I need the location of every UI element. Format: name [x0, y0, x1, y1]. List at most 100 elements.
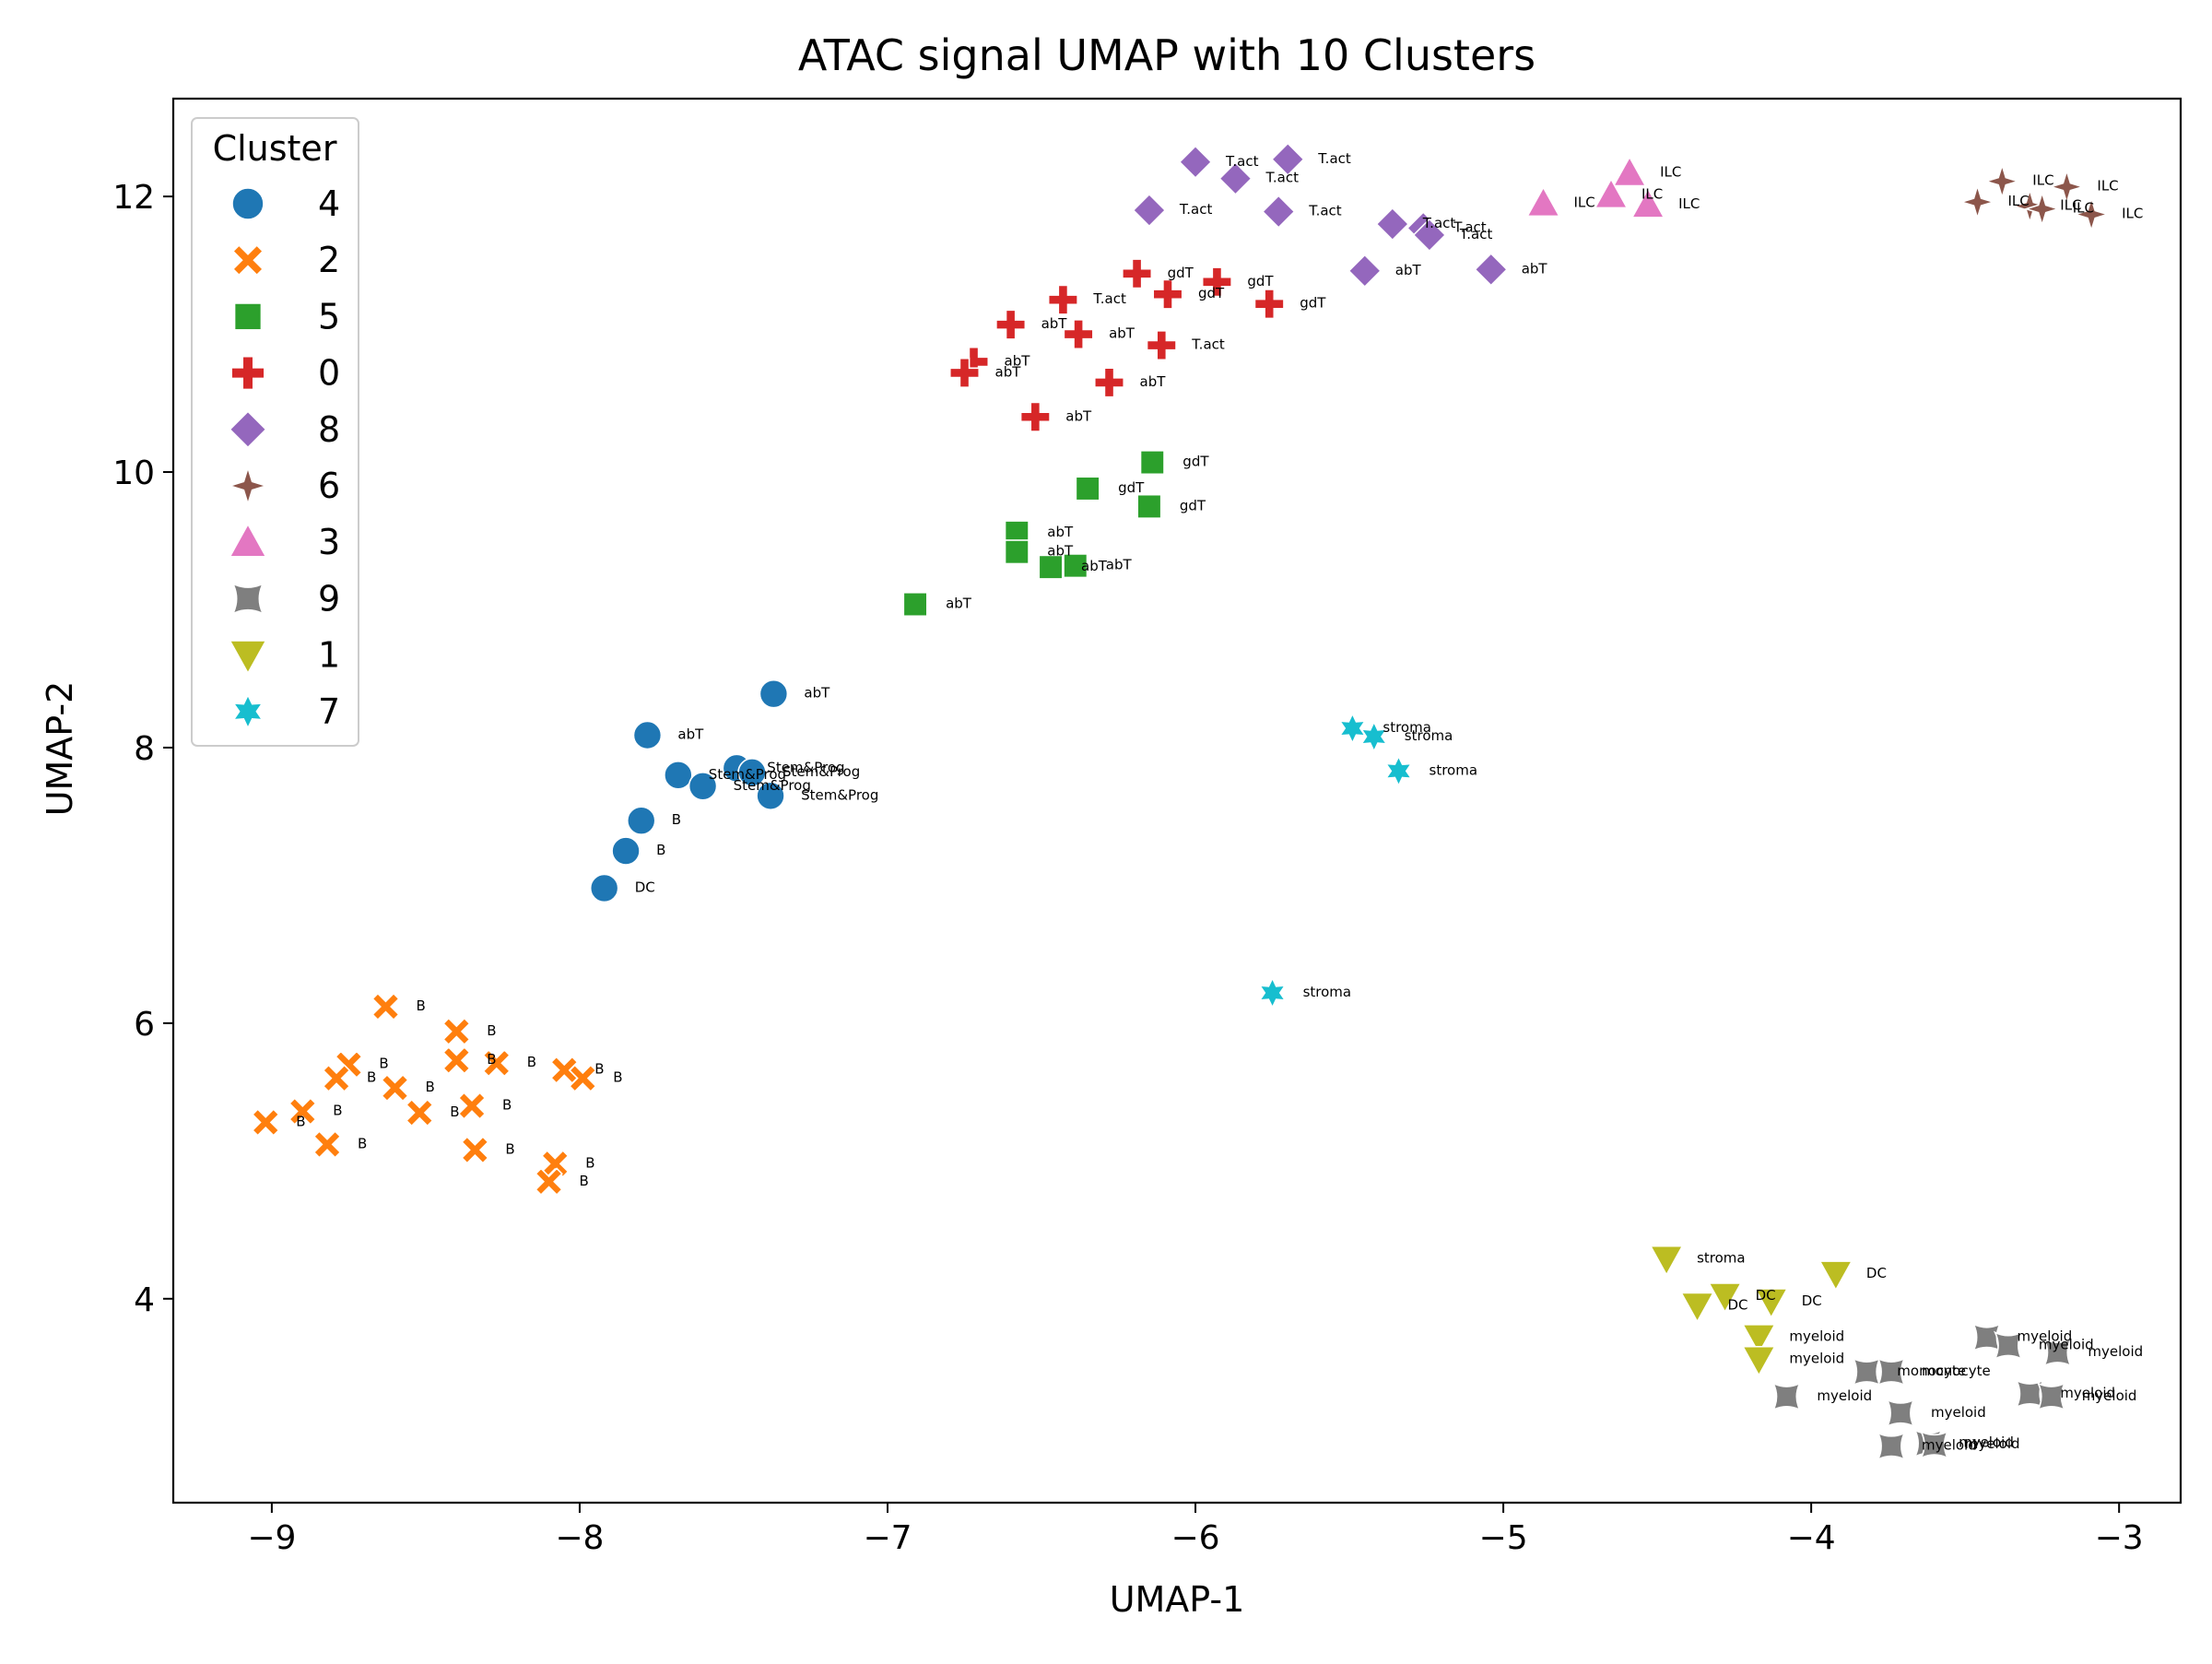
data-point	[1474, 252, 1509, 287]
point-label: abT	[804, 685, 830, 702]
legend-label: 7	[318, 691, 340, 732]
point-label: myeloid	[2039, 1337, 2094, 1353]
data-point	[1630, 187, 1665, 218]
point-label: ILC	[1660, 164, 1681, 181]
data-point	[2036, 1381, 2066, 1411]
data-point	[482, 1048, 512, 1078]
legend-label: 5	[318, 296, 340, 336]
legend-entry-8: 8	[229, 409, 340, 450]
point-label: myeloid	[1922, 1437, 1977, 1454]
legend-marker	[231, 187, 265, 220]
point-label: abT	[1081, 558, 1108, 574]
y-axis-label: UMAP-2	[40, 681, 80, 817]
point-label: ILC	[2008, 193, 2030, 209]
point-label: ILC	[2060, 197, 2081, 214]
legend-entry-2: 2	[231, 240, 340, 280]
y-tick-label: 6	[134, 1006, 155, 1044]
point-label: B	[585, 1154, 594, 1171]
point-label: B	[296, 1114, 305, 1130]
legend-marker	[231, 582, 265, 616]
point-label: T.act	[1453, 219, 1487, 236]
point-label: myeloid	[1965, 1435, 2020, 1452]
data-point	[1038, 554, 1064, 580]
point-label: T.act	[1225, 153, 1259, 170]
series-6	[1959, 162, 2111, 233]
data-point	[2023, 190, 2061, 228]
point-label: B	[502, 1097, 512, 1114]
point-label: ILC	[2097, 178, 2118, 195]
x-tick-label: −9	[247, 1519, 296, 1557]
data-point	[759, 679, 789, 709]
point-label: Stem&Prog	[767, 759, 844, 775]
point-label: myeloid	[1789, 1351, 1844, 1367]
x-tick-label: −6	[1171, 1519, 1220, 1557]
data-point	[1063, 553, 1088, 579]
point-label: B	[580, 1173, 589, 1189]
point-label: monocyte	[1922, 1363, 1991, 1379]
data-point	[589, 873, 619, 903]
point-label: T.act	[1308, 203, 1342, 219]
legend-marker	[230, 355, 265, 391]
y-tick-label: 12	[112, 179, 155, 217]
data-point	[756, 781, 785, 811]
series-3	[1525, 155, 1665, 218]
data-point	[1679, 1292, 1715, 1324]
point-label: B	[358, 1135, 367, 1151]
data-point	[1993, 1330, 2023, 1361]
legend-marker	[229, 410, 267, 449]
legend-marker	[229, 640, 267, 675]
data-point	[460, 1135, 489, 1164]
point-label: monocyte	[1897, 1363, 1966, 1379]
data-point	[1525, 185, 1561, 218]
data-point	[1971, 1322, 2002, 1352]
point-label: B	[656, 842, 665, 858]
point-label: stroma	[1430, 761, 1478, 778]
legend: Cluster 4 2 5 0 8 6 3 9 1 7	[191, 117, 359, 747]
data-point	[1139, 450, 1165, 476]
point-label: B	[505, 1140, 514, 1157]
point-label: ILC	[1641, 186, 1663, 203]
x-tick-label: −4	[1787, 1519, 1836, 1557]
point-label: B	[426, 1079, 435, 1095]
points-layer	[251, 142, 2111, 1461]
data-point	[2048, 168, 2086, 206]
point-label: gdT	[1182, 454, 1209, 470]
data-point	[1741, 1324, 1776, 1355]
data-point	[371, 992, 400, 1021]
point-label: stroma	[1382, 719, 1431, 736]
data-point	[1004, 539, 1030, 565]
data-point	[611, 836, 641, 866]
point-label: Stem&Prog	[782, 763, 860, 780]
legend-entry-0: 0	[230, 353, 340, 394]
legend-label: 9	[318, 578, 340, 619]
data-point	[1338, 712, 1367, 745]
x-tick-label: −5	[1479, 1519, 1528, 1557]
point-label: T.act	[1265, 170, 1300, 186]
data-point	[1649, 1245, 1684, 1277]
data-point	[288, 1097, 317, 1126]
data-point	[1959, 183, 1996, 221]
point-label: gdT	[1198, 285, 1225, 301]
legend-label: 3	[318, 522, 340, 562]
data-point	[1270, 142, 1305, 177]
x-axis-label: UMAP-1	[1110, 1579, 1245, 1620]
point-label: B	[487, 1022, 496, 1039]
point-label: abT	[1395, 262, 1422, 278]
legend-entry-9: 9	[231, 578, 340, 619]
y-tick-label: 4	[134, 1281, 155, 1319]
data-point	[948, 357, 981, 388]
point-label: abT	[1106, 557, 1133, 573]
data-point	[632, 720, 663, 750]
point-label: DC	[1728, 1296, 1748, 1313]
data-point	[1063, 319, 1094, 350]
legend-label: 6	[318, 466, 340, 506]
data-point	[1886, 1398, 1915, 1428]
point-label: ILC	[2032, 172, 2053, 189]
x-tick-label: −8	[555, 1519, 604, 1557]
point-label: T.act	[1317, 150, 1351, 167]
data-point	[1919, 1430, 1949, 1460]
data-point	[1877, 1357, 1906, 1387]
data-point	[2042, 1338, 2073, 1368]
series-2	[251, 992, 597, 1197]
